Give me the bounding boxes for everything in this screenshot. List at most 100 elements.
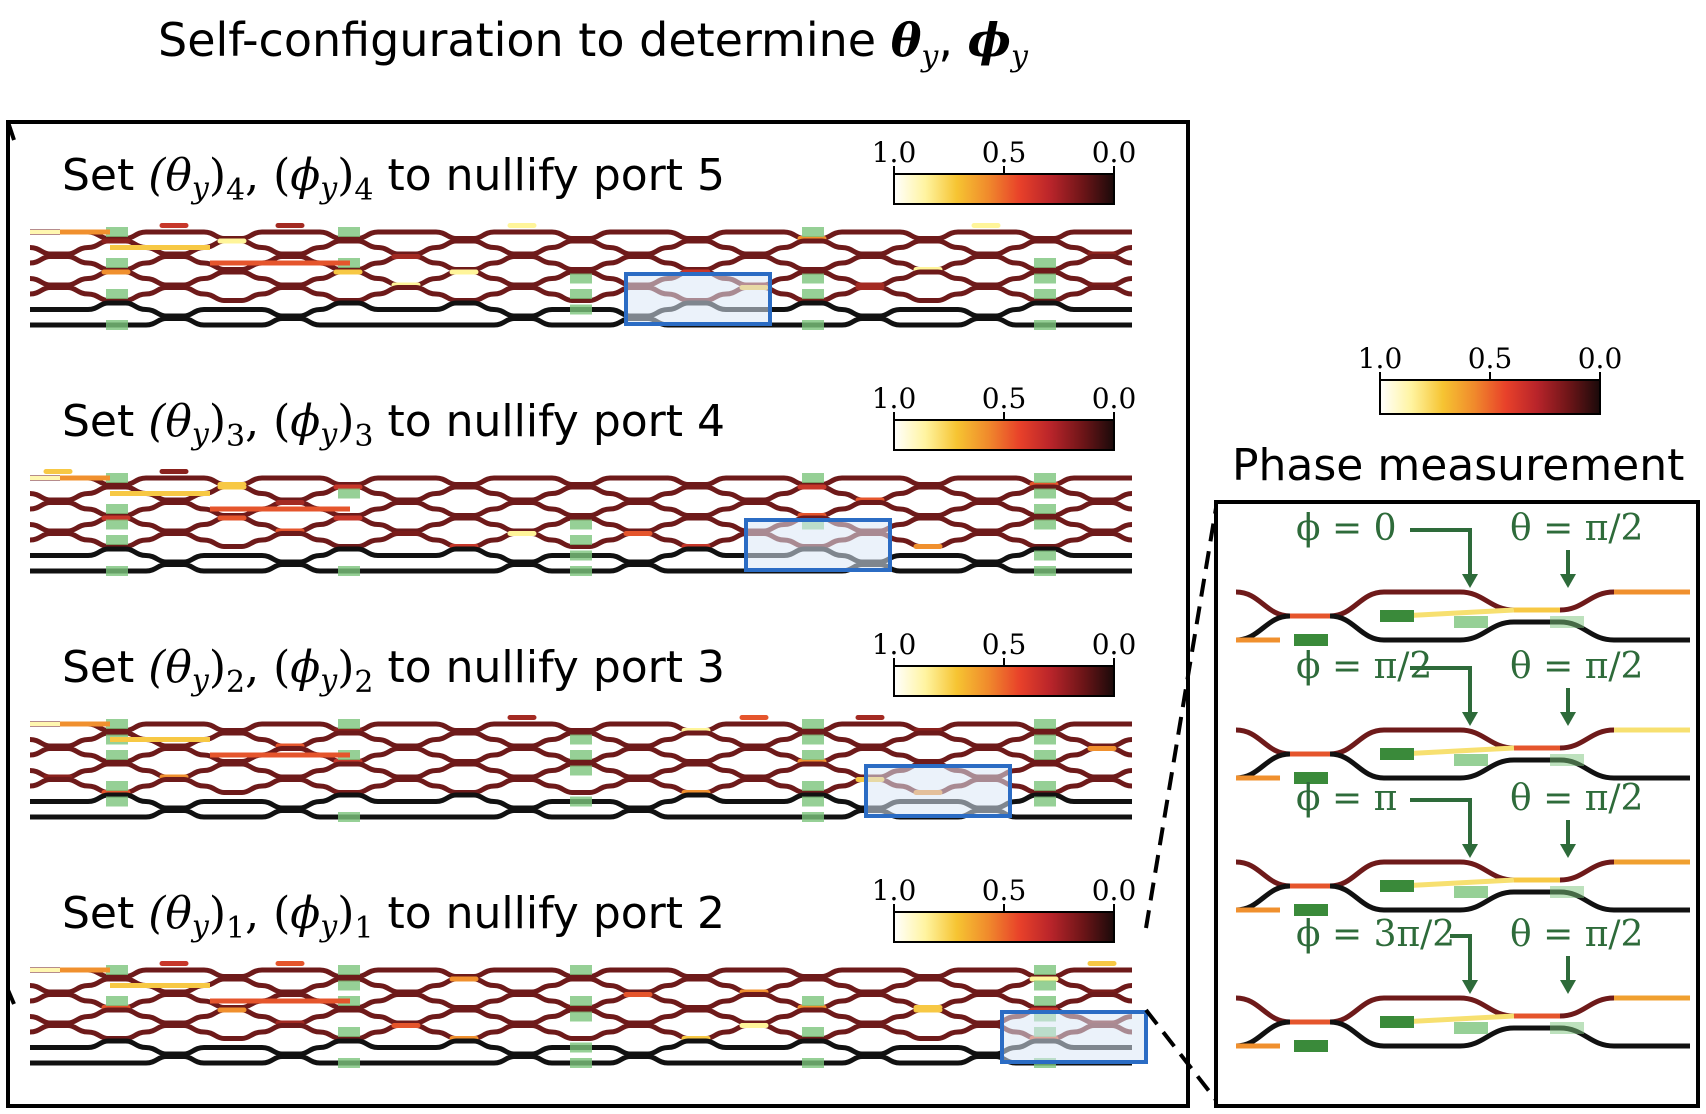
phase-shifter bbox=[338, 488, 360, 499]
phase-shifter bbox=[1454, 1022, 1488, 1034]
phase-shifter bbox=[1034, 996, 1056, 1006]
phase-shifter bbox=[570, 750, 592, 760]
phase-shifter bbox=[338, 566, 360, 576]
phase-shifter bbox=[106, 519, 128, 530]
theta-label: θ = π/2 bbox=[1510, 508, 1643, 549]
colorbar-tick-label: 0.5 bbox=[982, 382, 1027, 415]
phase-row-4: ϕ = 3π/2 θ = π/2 bbox=[1235, 914, 1690, 1052]
phase-shifter bbox=[106, 289, 128, 299]
phase-shifter bbox=[106, 781, 128, 791]
panel-label: Set (θy)2, (ϕy)2 to nullify port 3 bbox=[62, 642, 725, 700]
phase-shifter bbox=[1034, 781, 1056, 791]
theta-arrowhead bbox=[1560, 712, 1576, 726]
phase-shifter bbox=[106, 258, 128, 268]
zoom-line-left-bottom bbox=[6, 989, 16, 1005]
waveguide bbox=[29, 253, 1133, 273]
colorbar-tick-label: 0.0 bbox=[1092, 628, 1137, 661]
waveguide bbox=[30, 229, 1132, 242]
waveguide bbox=[29, 730, 1133, 749]
panel-label: Set (θy)3, (ϕy)3 to nullify port 4 bbox=[62, 396, 725, 454]
phase-shifter bbox=[802, 273, 824, 284]
phase-shifter bbox=[570, 1058, 592, 1068]
colorbar: 1.0 0.5 0.0 bbox=[872, 136, 1137, 205]
mesh-panel-3: Set (θy)2, (ϕy)2 to nullify port 3 1.0 0.5… bbox=[29, 628, 1137, 822]
waveguide-top bbox=[1235, 995, 1690, 1025]
theta-arrowhead bbox=[1560, 844, 1576, 858]
phase-shifter bbox=[338, 1027, 360, 1037]
phi-arrowhead bbox=[1462, 844, 1478, 858]
phase-shifter bbox=[106, 750, 128, 760]
phase-shifter bbox=[570, 1011, 592, 1022]
phase-shifter bbox=[1034, 980, 1056, 991]
phase-shifter bbox=[1034, 519, 1056, 530]
phase-shifter bbox=[1550, 886, 1584, 898]
phase-shifter bbox=[106, 796, 128, 807]
colorbar-bar bbox=[893, 173, 1115, 205]
colorbar-tick-label: 1.0 bbox=[872, 628, 917, 661]
phase-shifter bbox=[1034, 796, 1056, 807]
phase-shifter bbox=[1034, 320, 1056, 330]
waveguide bbox=[30, 475, 1132, 488]
phase-shifter bbox=[1034, 965, 1056, 975]
phase-shifter bbox=[802, 320, 824, 330]
colorbar: 1.0 0.5 0.0 bbox=[872, 382, 1136, 451]
phase-shifter bbox=[338, 1058, 360, 1068]
colorbar-tick-label: 0.5 bbox=[1468, 342, 1513, 375]
panel-label: Set (θy)1, (ϕy)1 to nullify port 2 bbox=[62, 888, 725, 946]
phase-shifter bbox=[1454, 886, 1488, 898]
phase-shifter bbox=[1294, 772, 1328, 784]
waveguide-top bbox=[1235, 859, 1690, 889]
phi-arrow bbox=[1410, 666, 1472, 718]
panel-label: Set (θy)4, (ϕy)4 to nullify port 5 bbox=[62, 150, 725, 208]
phase-shifter bbox=[802, 781, 824, 791]
phase-shifter bbox=[338, 812, 360, 822]
phi-arrow bbox=[1450, 934, 1472, 986]
phase-shifter bbox=[802, 996, 824, 1006]
phase-shifter bbox=[570, 273, 592, 284]
phase-shifter bbox=[802, 1058, 824, 1068]
phi-label: ϕ = 0 bbox=[1296, 508, 1397, 549]
theta-label: θ = π/2 bbox=[1510, 778, 1643, 819]
colorbar-bar bbox=[1379, 379, 1601, 415]
phase-shifter bbox=[1034, 750, 1056, 760]
phase-shifter bbox=[570, 1042, 592, 1053]
phase-shifter bbox=[570, 734, 592, 745]
waveguide bbox=[29, 269, 1133, 288]
mesh-panel-1: Set (θy)4, (ϕy)4 to nullify port 5 1.0 0.5… bbox=[29, 136, 1137, 330]
theta-arrowhead bbox=[1560, 980, 1576, 994]
colorbar-bar bbox=[893, 419, 1115, 451]
colorbar-tick-label: 0.0 bbox=[1092, 874, 1137, 907]
mesh-panel-2: Set (θy)3, (ϕy)3 to nullify port 4 1.0 0.5… bbox=[29, 382, 1136, 576]
phase-shifter bbox=[1380, 610, 1414, 622]
phase-shifter bbox=[1034, 488, 1056, 499]
phase-shifter bbox=[106, 965, 128, 975]
phi-label: ϕ = π bbox=[1296, 778, 1397, 819]
mesh-panel-4: Set (θy)1, (ϕy)1 to nullify port 2 1.0 0.5… bbox=[29, 874, 1148, 1068]
colorbar-tick-label: 0.5 bbox=[982, 628, 1027, 661]
zoom-line-left-top bbox=[6, 121, 16, 141]
colorbar-tick-label: 1.0 bbox=[872, 136, 917, 169]
phase-shifter bbox=[1034, 473, 1056, 483]
phi-label: ϕ = 3π/2 bbox=[1296, 914, 1455, 955]
colorbar-tick-label: 0.0 bbox=[1578, 342, 1623, 375]
phase-row-1: ϕ = 0 θ = π/2 bbox=[1235, 508, 1690, 646]
waveguide-mesh bbox=[29, 960, 1133, 1068]
phase-shifter bbox=[802, 796, 824, 807]
highlight-box bbox=[1000, 1010, 1148, 1064]
phase-measurement-frame bbox=[1214, 500, 1700, 1108]
phase-shifter bbox=[338, 965, 360, 975]
colorbar-tick-label: 0.5 bbox=[982, 874, 1027, 907]
phase-shifter bbox=[570, 535, 592, 545]
colorbar-bar bbox=[893, 911, 1115, 943]
colorbar-tick-label: 0.0 bbox=[1092, 136, 1137, 169]
phase-shifter bbox=[1550, 616, 1584, 628]
phase-shifter bbox=[570, 289, 592, 299]
phase-shifter bbox=[1294, 634, 1328, 646]
waveguide-lit bbox=[1399, 1013, 1515, 1025]
colorbar-tick-label: 1.0 bbox=[1358, 342, 1403, 375]
phase-shifter bbox=[802, 719, 824, 729]
phase-shifter bbox=[1034, 719, 1056, 729]
waveguide-top bbox=[1235, 589, 1690, 619]
phi-label: ϕ = π/2 bbox=[1296, 646, 1432, 687]
